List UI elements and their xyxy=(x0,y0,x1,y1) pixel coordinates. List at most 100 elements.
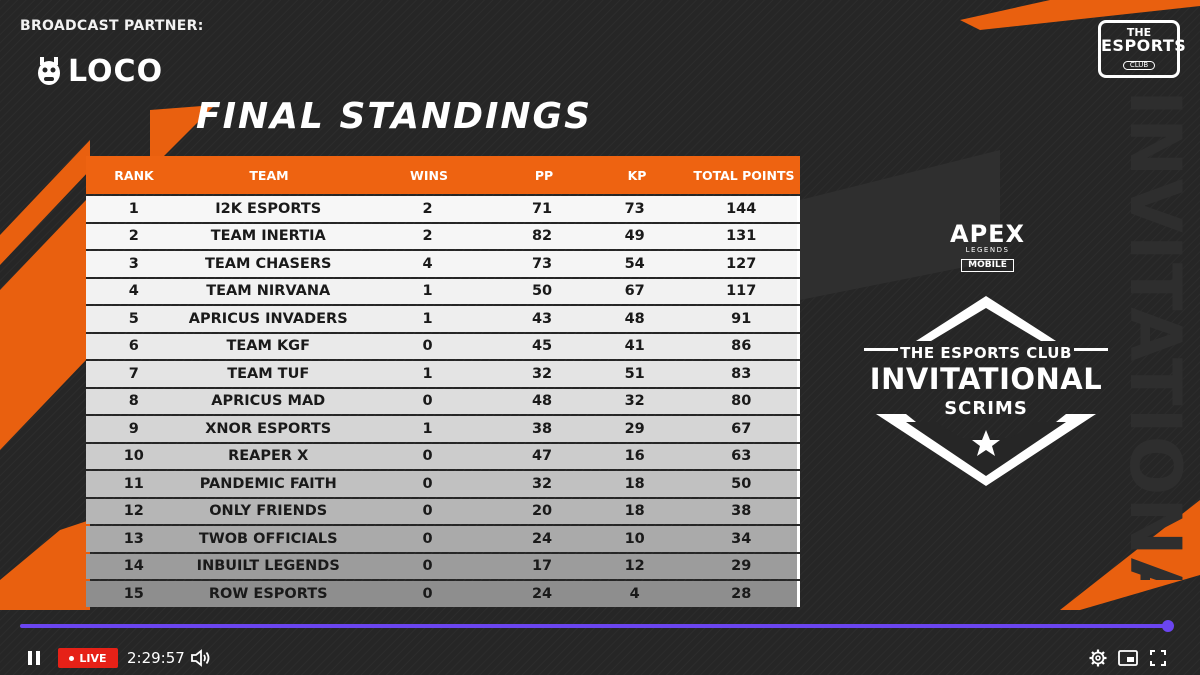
rank-cell: 1 xyxy=(128,200,139,217)
settings-button[interactable] xyxy=(1088,648,1108,668)
team-cell: APRICUS INVADERS xyxy=(188,310,348,327)
kp-cell: 41 xyxy=(624,338,645,355)
total-points-cell: 117 xyxy=(726,283,757,300)
table-row: 1 I2K ESPORTS 2 71 73 144 xyxy=(86,196,800,222)
team-cell: ROW ESPORTS xyxy=(208,585,328,602)
rank-cell: 14 xyxy=(123,558,144,575)
column-header-total-points: TOTAL POINTS xyxy=(693,167,795,183)
column-header-rank: RANK xyxy=(114,167,154,183)
event-logo-top: THE ESPORTS CLUB xyxy=(900,344,1072,362)
wins-cell: 0 xyxy=(422,503,433,520)
wins-cell: 4 xyxy=(422,255,433,272)
volume-icon xyxy=(191,649,210,667)
pp-cell: 47 xyxy=(531,448,553,465)
kp-cell: 12 xyxy=(624,558,645,575)
rank-cell: 2 xyxy=(128,228,139,245)
team-cell: ONLY FRIENDS xyxy=(209,503,328,520)
rank-cell: 15 xyxy=(123,585,144,602)
team-cell: APRICUS MAD xyxy=(211,393,326,410)
progress-bar[interactable] xyxy=(20,624,1168,628)
team-cell: REAPER X xyxy=(228,448,309,465)
fullscreen-button[interactable] xyxy=(1148,648,1168,668)
table-row: 4 TEAM NIRVANA 1 50 67 117 xyxy=(86,278,800,304)
apex-logo-subtitle: LEGENDS xyxy=(965,246,1010,254)
rank-cell: 11 xyxy=(123,475,144,492)
table-row: 7 TEAM TUF 1 32 51 83 xyxy=(86,361,800,387)
team-cell: TEAM NIRVANA xyxy=(206,283,331,300)
team-cell: TEAM INERTIA xyxy=(210,228,326,245)
loco-wordmark: LOCO xyxy=(68,54,164,89)
pp-cell: 71 xyxy=(531,200,553,217)
pause-button[interactable] xyxy=(24,648,44,668)
total-points-cell: 144 xyxy=(726,200,757,217)
wins-cell: 1 xyxy=(422,420,433,437)
team-cell: TEAM TUF xyxy=(227,365,310,382)
wins-cell: 0 xyxy=(422,448,433,465)
table-row: 8 APRICUS MAD 0 48 32 80 xyxy=(86,388,800,414)
table-row: 6 TEAM KGF 0 45 41 86 xyxy=(86,333,800,359)
wins-cell: 0 xyxy=(422,558,433,575)
table-row: 3 TEAM CHASERS 4 73 54 127 xyxy=(86,251,800,277)
team-cell: I2K ESPORTS xyxy=(215,200,322,217)
playback-time: 2:29:57 xyxy=(127,649,185,667)
team-cell: TEAM CHASERS xyxy=(205,255,332,272)
rank-cell: 5 xyxy=(128,310,139,327)
progress-scrubber-handle[interactable] xyxy=(1162,620,1174,632)
total-points-cell: 50 xyxy=(731,475,752,492)
table-row: 11 PANDEMIC FAITH 0 32 18 50 xyxy=(86,471,800,497)
wins-cell: 0 xyxy=(422,475,433,492)
column-header-kp: KP xyxy=(627,167,647,183)
wins-cell: 2 xyxy=(422,228,433,245)
total-points-cell: 80 xyxy=(731,393,752,410)
pp-cell: 48 xyxy=(531,393,553,410)
pp-cell: 50 xyxy=(531,283,553,300)
total-points-cell: 91 xyxy=(731,310,752,327)
kp-cell: 54 xyxy=(624,255,645,272)
wins-cell: 0 xyxy=(422,393,433,410)
pp-cell: 17 xyxy=(531,558,553,575)
volume-button[interactable] xyxy=(190,648,212,668)
miniplayer-button[interactable] xyxy=(1117,648,1139,668)
wins-cell: 1 xyxy=(422,283,433,300)
picture-in-picture-icon xyxy=(1118,650,1138,666)
team-cell: TWOB OFFICIALS xyxy=(198,530,338,547)
table-row: 15 ROW ESPORTS 0 24 4 28 xyxy=(86,581,800,607)
rank-cell: 8 xyxy=(128,393,139,410)
rank-cell: 6 xyxy=(128,338,139,355)
rank-cell: 7 xyxy=(128,365,139,382)
total-points-cell: 28 xyxy=(731,585,752,602)
club-logo-line1: THE xyxy=(1126,26,1152,39)
club-logo-line2: ESPORTS xyxy=(1101,36,1187,55)
total-points-cell: 83 xyxy=(731,365,752,382)
column-header-pp: PP xyxy=(534,167,554,183)
wins-cell: 2 xyxy=(422,200,433,217)
table-body: 1 I2K ESPORTS 2 71 73 144 2 TEAM INERTIA 2 82 49 13… xyxy=(86,196,800,607)
total-points-cell: 127 xyxy=(726,255,757,272)
total-points-cell: 29 xyxy=(731,558,752,575)
kp-cell: 16 xyxy=(624,448,645,465)
kp-cell: 32 xyxy=(624,393,645,410)
pause-icon xyxy=(28,651,40,665)
team-cell: PANDEMIC FAITH xyxy=(199,475,337,492)
event-logo-sub: SCRIMS xyxy=(944,398,1028,419)
wins-cell: 0 xyxy=(422,338,433,355)
kp-cell: 18 xyxy=(624,475,645,492)
table-row: 14 INBUILT LEGENDS 0 17 12 29 xyxy=(86,553,800,579)
table-row: 5 APRICUS INVADERS 1 43 48 91 xyxy=(86,306,800,332)
event-logo-frame-icon xyxy=(864,296,1108,486)
rank-cell: 10 xyxy=(123,448,144,465)
kp-cell: 51 xyxy=(624,365,645,382)
total-points-cell: 34 xyxy=(731,530,752,547)
kp-cell: 48 xyxy=(624,310,645,327)
kp-cell: 18 xyxy=(624,503,645,520)
rank-cell: 12 xyxy=(123,503,144,520)
fullscreen-icon xyxy=(1150,650,1166,666)
wins-cell: 1 xyxy=(422,310,433,327)
kp-cell: 10 xyxy=(624,530,645,547)
total-points-cell: 131 xyxy=(726,228,757,245)
page-title: FINAL STANDINGS xyxy=(196,96,593,137)
live-badge[interactable]: LIVE xyxy=(58,648,118,668)
table-row: 12 ONLY FRIENDS 0 20 18 38 xyxy=(86,498,800,524)
wins-cell: 0 xyxy=(422,585,433,602)
kp-cell: 49 xyxy=(624,228,645,245)
